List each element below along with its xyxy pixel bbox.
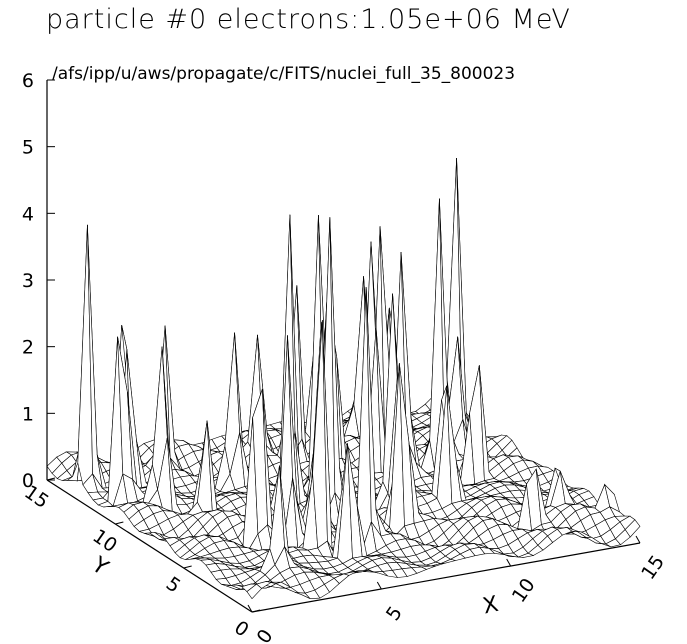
- z-tick-label: 3: [22, 270, 34, 292]
- x-tick-mark: [506, 558, 512, 567]
- x-tick-label: 0: [253, 625, 278, 644]
- chart-subtitle: /afs/ipp/u/aws/propagate/c/FITS/nuclei_f…: [52, 64, 516, 84]
- x-axis-line: [251, 542, 641, 613]
- y-tick-mark: [115, 521, 124, 525]
- y-tick-mark: [46, 477, 56, 481]
- surface-mesh: [46, 157, 641, 600]
- x-tick-label: 10: [508, 574, 540, 606]
- z-tick-label: 2: [22, 337, 34, 359]
- z-tick-label: 6: [22, 70, 34, 92]
- x-tick-mark: [376, 581, 382, 590]
- z-tick-label: 4: [22, 203, 34, 225]
- y-tick-label: 10: [89, 525, 121, 557]
- x-axis-label: X: [481, 592, 501, 620]
- y-tick-label: 5: [162, 573, 185, 598]
- chart-title: particle #0 electrons:1.05e+06 MeV: [46, 4, 571, 35]
- y-axis-line: [46, 479, 253, 613]
- z-tick-label: 5: [22, 137, 34, 159]
- z-axis-ticks: 0 1 2 3 4 5 6: [22, 70, 55, 492]
- y-tick-label: 0: [230, 617, 253, 642]
- y-tick-mark: [251, 609, 261, 613]
- y-tick-mark: [183, 565, 192, 569]
- x-tick-label: 15: [637, 551, 669, 583]
- x-tick-mark: [247, 604, 253, 613]
- z-tick-label: 1: [22, 403, 34, 425]
- x-tick-mark: [635, 535, 641, 544]
- x-tick-label: 5: [382, 602, 407, 625]
- surface-cell: [624, 519, 641, 538]
- z-tick-label: 0: [22, 470, 34, 492]
- y-axis-label: Y: [86, 552, 113, 581]
